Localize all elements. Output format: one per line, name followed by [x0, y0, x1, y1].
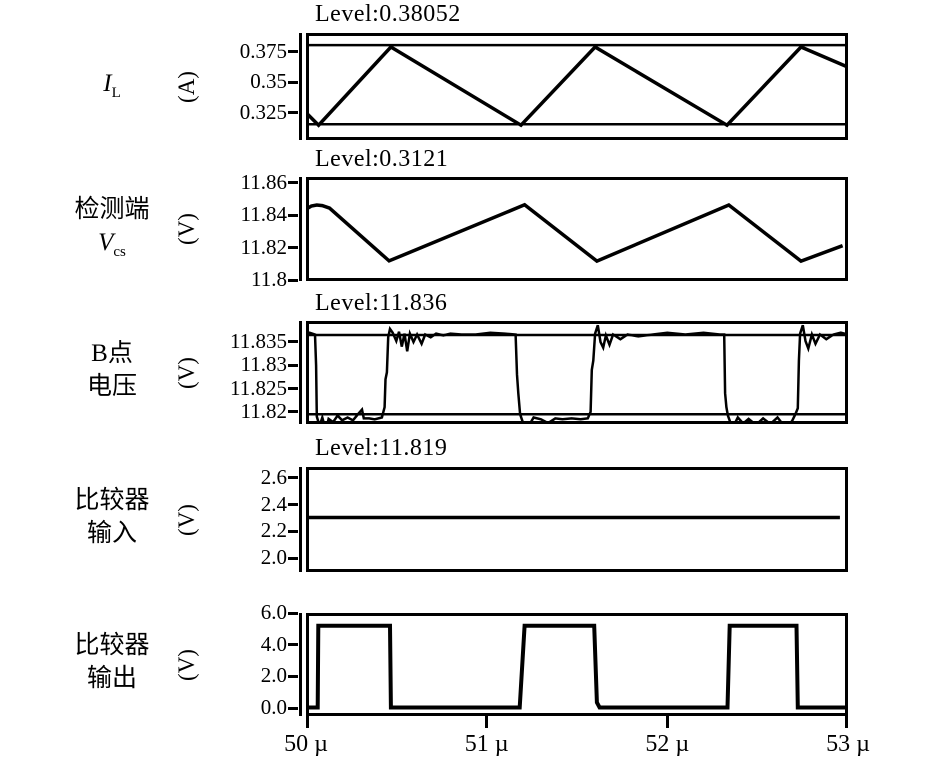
- x-tick-mark: [485, 716, 489, 728]
- unit-label-inductor-current: (A): [174, 70, 199, 103]
- y-tick-mark: [288, 529, 298, 533]
- x-tick-label: 53 µ: [826, 731, 870, 757]
- y-tick-label: 0.35: [250, 69, 287, 94]
- y-tick-label: 11.835: [230, 328, 287, 353]
- x-tick-mark: [306, 716, 309, 728]
- level-label: Level:11.819: [315, 435, 448, 461]
- y-tick-label: 2.2: [260, 518, 287, 543]
- y-tick-label: 11.84: [240, 202, 287, 227]
- y-tick-mark: [288, 278, 298, 282]
- x-tick-mark: [665, 716, 669, 728]
- y-tick-mark: [288, 387, 298, 391]
- y-tick-label: 11.825: [230, 375, 287, 400]
- y-tick-label: 2.0: [260, 545, 287, 570]
- y-tick-mark: [288, 410, 298, 414]
- y-tick-mark: [288, 556, 298, 560]
- channel-label-node-b-voltage: B点 电压: [86, 339, 137, 400]
- y-tick-mark: [288, 111, 298, 115]
- y-tick-mark: [288, 80, 298, 84]
- channel-label-comparator-input: 比较器 输入: [74, 486, 150, 547]
- panel-frame-comparator-input: [306, 467, 848, 572]
- x-tick-label: 50 µ: [284, 731, 328, 757]
- y-axis-spine: [299, 33, 302, 140]
- level-label: Level:11.836: [315, 290, 448, 316]
- unit-label-sense-voltage: (V): [174, 213, 199, 245]
- y-tick-mark: [288, 363, 298, 367]
- unit-label-comparator-input: (V): [174, 503, 199, 536]
- waveform-node-b-voltage: [306, 324, 848, 424]
- y-tick-label: 2.4: [260, 491, 287, 516]
- y-tick-label: 0.0: [260, 695, 287, 719]
- y-tick-label: 11.86: [240, 169, 287, 194]
- y-tick-mark: [288, 246, 298, 250]
- y-axis-spine: [299, 467, 302, 572]
- trace-comparator-output: [306, 623, 848, 710]
- y-tick-mark: [288, 706, 298, 710]
- y-axis-spine: [299, 321, 302, 424]
- x-tick-mark: [845, 716, 848, 728]
- y-tick-mark: [288, 340, 298, 344]
- waveform-sense-voltage: [306, 202, 844, 264]
- unit-label-comparator-output: (V): [174, 648, 199, 681]
- waveform-comparator-input: [306, 515, 840, 520]
- y-tick-mark: [288, 50, 298, 54]
- y-axis-spine: [299, 613, 302, 716]
- y-tick-mark: [288, 476, 298, 480]
- y-tick-mark: [288, 643, 298, 647]
- channel-label-comparator-output: 比较器 输出: [74, 631, 150, 692]
- y-tick-mark: [288, 503, 298, 507]
- y-tick-label: 0.375: [239, 38, 287, 63]
- x-tick-label: 51 µ: [464, 731, 509, 757]
- trace-sense-voltage: [306, 202, 844, 264]
- y-tick-label: 11.82: [240, 234, 287, 259]
- waveform-inductor-current: [306, 43, 848, 128]
- y-tick-label: 6.0: [260, 600, 287, 624]
- y-tick-label: 0.325: [239, 99, 287, 124]
- trace-inductor-current: [306, 44, 847, 128]
- trace-node-b-voltage: [306, 324, 848, 424]
- waveform-comparator-output: [306, 623, 848, 710]
- y-tick-label: 4.0: [260, 631, 287, 656]
- y-tick-mark: [288, 213, 298, 217]
- panel-frame-inductor-current: [306, 33, 848, 140]
- y-tick-mark: [288, 611, 298, 615]
- y-axis-spine: [299, 177, 302, 281]
- unit-label-node-b-voltage: (V): [174, 356, 199, 389]
- channel-label-inductor-current: IL: [103, 70, 121, 101]
- panel-frame-comparator-output: [306, 613, 848, 716]
- panel-frame-node-b-voltage: [306, 321, 848, 424]
- level-label: Level:0.38052: [315, 1, 461, 27]
- y-tick-label: 11.8: [251, 267, 287, 292]
- y-tick-label: 2.0: [260, 663, 287, 688]
- y-tick-mark: [288, 181, 298, 185]
- y-tick-mark: [288, 674, 298, 678]
- channel-label-sense-voltage: 检测端 Vcs: [74, 196, 150, 260]
- level-label: Level:0.3121: [315, 146, 449, 172]
- x-tick-label: 52 µ: [645, 731, 690, 757]
- y-tick-label: 11.82: [240, 398, 287, 423]
- y-tick-label: 11.83: [240, 352, 287, 377]
- y-tick-label: 2.6: [260, 464, 287, 489]
- panel-frame-sense-voltage: [306, 177, 848, 281]
